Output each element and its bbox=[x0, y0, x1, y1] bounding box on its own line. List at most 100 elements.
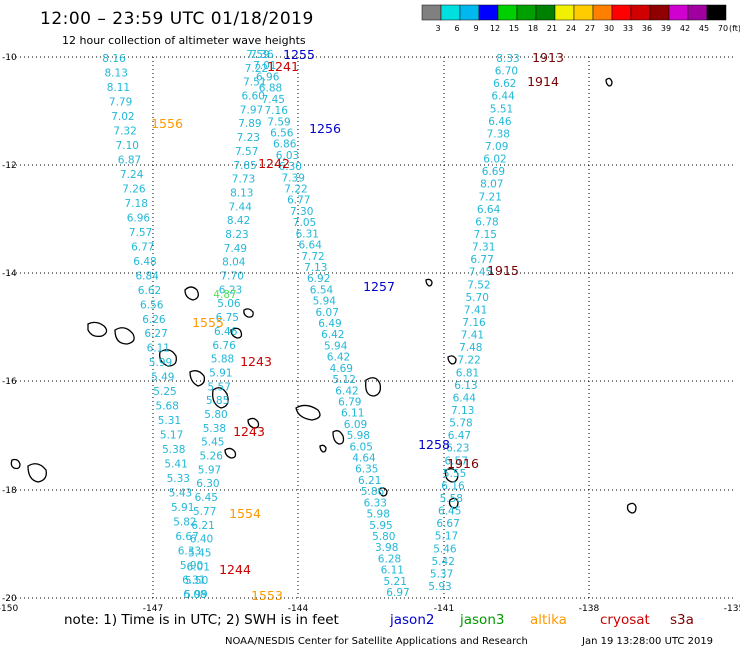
wave-height-value: 5.26 bbox=[200, 451, 224, 463]
wave-height-value: 5.51 bbox=[490, 103, 513, 115]
wave-height-value: 5.31 bbox=[158, 415, 181, 427]
map-subtitle: 12 hour collection of altimeter wave hei… bbox=[62, 34, 306, 47]
wave-height-value: 6.70 bbox=[495, 66, 518, 78]
wave-height-value: 6.09 bbox=[344, 419, 367, 431]
wave-height-value: 6.79 bbox=[338, 397, 361, 409]
wave-height-value: 6.62 bbox=[138, 285, 161, 297]
wave-height-value: 6.45 bbox=[195, 492, 218, 504]
credit-text: NOAA/NESDIS Center for Satellite Applica… bbox=[225, 636, 528, 647]
generated-timestamp: Jan 19 13:28:00 UTC 2019 bbox=[581, 636, 713, 647]
scale-label: 36 bbox=[642, 24, 652, 33]
wave-height-value: 7.13 bbox=[304, 262, 327, 274]
wave-height-value: 5.58 bbox=[440, 493, 463, 505]
wave-height-value: 5.93 bbox=[428, 581, 451, 593]
pass-labels: 1913 1914 1915 1916 1255 1256 1257 1258 1241 1242… bbox=[151, 47, 564, 603]
wave-height-value: 6.78 bbox=[475, 216, 498, 228]
pass-label-cryosat: 1242 bbox=[258, 156, 290, 171]
wave-height-value: 5.86 bbox=[361, 486, 385, 498]
lon-label: -138 bbox=[579, 604, 600, 614]
wave-height-value: 7.05 bbox=[293, 217, 316, 229]
pass-label-s3a: 1915 bbox=[487, 263, 519, 278]
wave-height-value: 6.48 bbox=[133, 256, 156, 268]
scale-swatch bbox=[516, 4, 537, 21]
wave-height-value: 7.57 bbox=[129, 227, 152, 239]
wave-height-value: 6.05 bbox=[350, 441, 373, 453]
wave-height-value: 5.49 bbox=[151, 372, 174, 384]
wave-height-value: 7.45 bbox=[262, 94, 285, 106]
pass-label-cryosat: 1241 bbox=[267, 59, 299, 74]
wave-height-value: 6.30 bbox=[196, 478, 219, 490]
wave-height-value: 5.77 bbox=[193, 506, 216, 518]
wave-height-value: 7.59 bbox=[246, 49, 269, 61]
wave-height-value: 7.22 bbox=[457, 355, 480, 367]
wave-height-value: 7.97 bbox=[240, 104, 263, 116]
wave-height-value: 7.15 bbox=[474, 229, 497, 241]
wave-height-value: 5.45 bbox=[188, 548, 211, 560]
wave-height-value: 6.86 bbox=[273, 139, 297, 151]
wave-height-value: 6.64 bbox=[299, 240, 323, 252]
scale-swatch bbox=[535, 4, 556, 21]
scale-swatch bbox=[459, 4, 480, 21]
wave-height-value: 5.99 bbox=[184, 589, 207, 601]
wave-height-value: 7.41 bbox=[461, 330, 484, 342]
wave-height-value: 6.23 bbox=[219, 284, 242, 296]
wave-height-value: 6.33 bbox=[364, 497, 387, 509]
wave-height-value: 7.32 bbox=[113, 125, 136, 137]
wave-height-value: 7.22 bbox=[284, 184, 307, 196]
wave-height-value: 7.51 bbox=[243, 77, 266, 89]
wave-height-value: 6.57 bbox=[445, 455, 468, 467]
wave-height-value: 6.35 bbox=[355, 464, 378, 476]
wave-height-value: 3.98 bbox=[375, 542, 398, 554]
wave-height-value: 6.54 bbox=[310, 284, 334, 296]
scale-swatch bbox=[573, 4, 594, 21]
lat-label: -10 bbox=[2, 53, 17, 63]
wave-height-value: 6.11 bbox=[147, 343, 170, 355]
wave-height-value: 5.42 bbox=[432, 556, 455, 568]
wave-height-value: 6.69 bbox=[482, 166, 505, 178]
pass-label-jason2: 1257 bbox=[363, 279, 395, 294]
legend-cryosat: cryosat bbox=[600, 612, 650, 628]
legend-altika: altika bbox=[530, 612, 567, 628]
wave-height-value: 5.17 bbox=[160, 430, 183, 442]
wave-height-value: 6.60 bbox=[242, 91, 265, 103]
pass-label-cryosat: 1244 bbox=[219, 562, 251, 577]
pass-label-jason2: 1255 bbox=[283, 47, 315, 62]
wave-height-value: 5.97 bbox=[198, 464, 221, 476]
wave-height-value: 6.13 bbox=[454, 380, 477, 392]
wave-height-value: 6.77 bbox=[470, 254, 493, 266]
wave-height-value: 6.31 bbox=[182, 575, 205, 587]
scale-swatch bbox=[554, 4, 575, 21]
wave-height-value: 6.23 bbox=[446, 443, 469, 455]
wave-height-value: 8.42 bbox=[227, 215, 250, 227]
wave-height-value: 5.91 bbox=[209, 368, 232, 380]
altimeter-tracks: 8.336.706.626.445.516.467.387.096.026.69… bbox=[102, 49, 519, 601]
wave-height-value: 7.38 bbox=[487, 128, 510, 140]
pass-label-altika: 1554 bbox=[229, 506, 261, 521]
wave-height-value: 6.92 bbox=[307, 273, 330, 285]
pass-label-s3a: 1914 bbox=[527, 74, 559, 89]
color-scale: 3 6 9 12 15 18 21 24 27 30 33 36 39 42 45 70 (ft) bbox=[421, 4, 740, 33]
wave-height-value: 5.45 bbox=[201, 437, 224, 449]
wave-height-value: 5.94 bbox=[324, 340, 348, 352]
lon-label: -135 bbox=[724, 604, 740, 614]
wave-height-value: 7.57 bbox=[235, 146, 258, 158]
wave-height-value: 6.30 bbox=[279, 161, 302, 173]
wave-height-value: 8.07 bbox=[480, 179, 503, 191]
pass-label-jason2: 1256 bbox=[309, 121, 341, 136]
wave-height-value: 6.56 bbox=[140, 299, 164, 311]
map-title: 12:00 – 23:59 UTC 01/18/2019 bbox=[40, 9, 314, 29]
wave-height-value: 6.67 bbox=[175, 531, 198, 543]
pass-label-s3a: 1916 bbox=[447, 456, 479, 471]
wave-height-value: 5.37 bbox=[430, 568, 453, 580]
scale-swatch bbox=[592, 4, 613, 21]
pass-label-s3a: 1913 bbox=[532, 50, 564, 65]
wave-height-value: 6.42 bbox=[327, 352, 350, 364]
scale-swatch bbox=[421, 4, 442, 21]
wave-height-value: 5.68 bbox=[156, 401, 179, 413]
wave-height-value: 8.13 bbox=[105, 68, 128, 80]
footer-note: note: 1) Time is in UTC; 2) SWH is in fe… bbox=[64, 612, 339, 628]
scale-label: 70 bbox=[718, 24, 728, 33]
wave-height-value: 7.23 bbox=[237, 132, 260, 144]
wave-height-value: 8.33 bbox=[496, 53, 519, 65]
scale-label: 12 bbox=[490, 24, 500, 33]
